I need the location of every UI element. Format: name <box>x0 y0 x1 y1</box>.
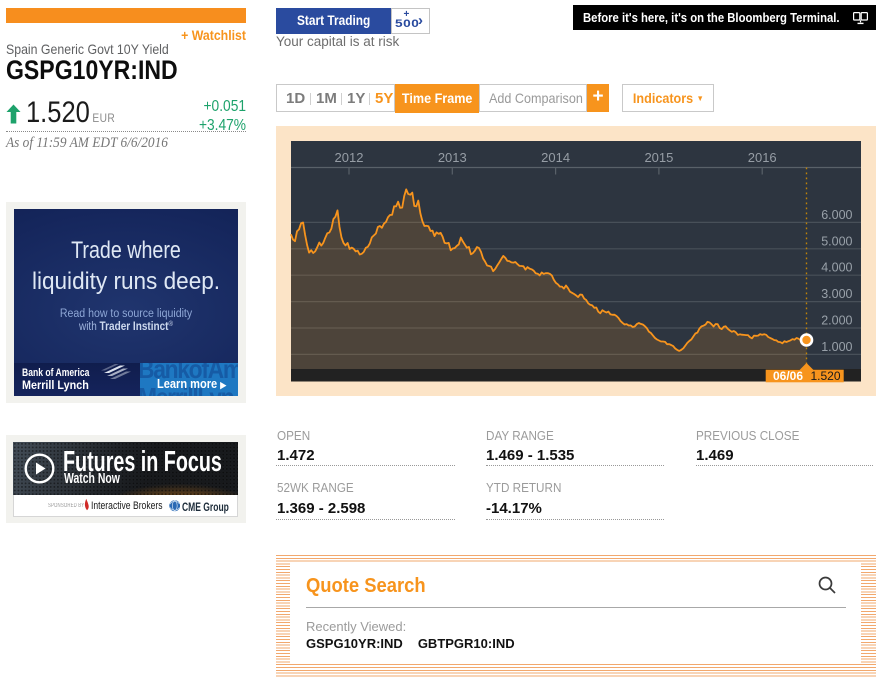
svg-text:5.000: 5.000 <box>821 234 852 248</box>
svg-text:1.520: 1.520 <box>811 369 841 383</box>
svg-text:2012: 2012 <box>335 150 364 165</box>
svg-text:2014: 2014 <box>541 150 570 165</box>
svg-text:2015: 2015 <box>644 150 673 165</box>
svg-text:2.000: 2.000 <box>821 314 852 328</box>
svg-text:3.000: 3.000 <box>821 287 852 301</box>
svg-text:2016: 2016 <box>748 150 777 165</box>
svg-text:2013: 2013 <box>438 150 467 165</box>
svg-text:4.000: 4.000 <box>821 261 852 275</box>
svg-text:1.000: 1.000 <box>821 340 852 354</box>
svg-text:06/06: 06/06 <box>773 369 803 383</box>
svg-text:6.000: 6.000 <box>821 208 852 222</box>
